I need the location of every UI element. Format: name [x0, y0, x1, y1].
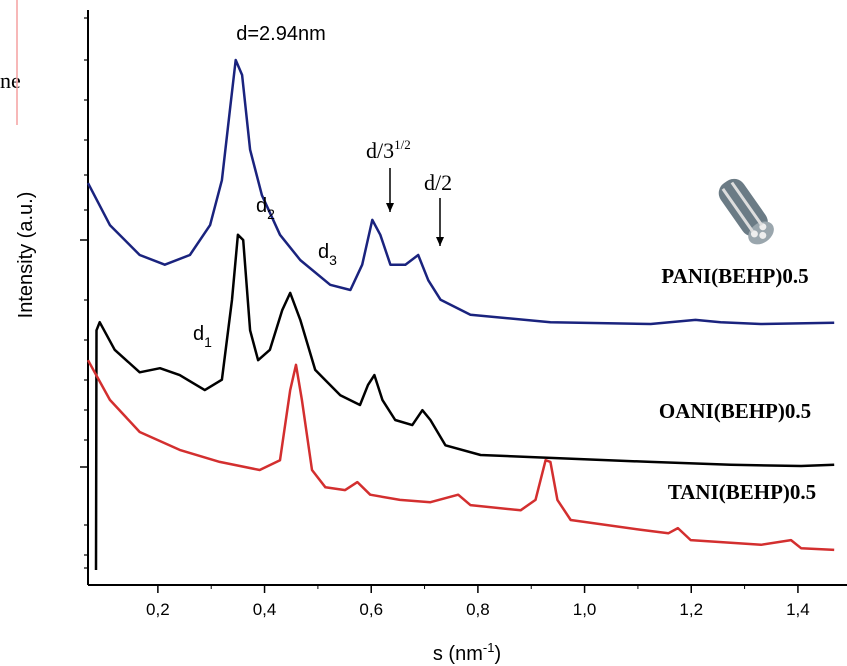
x-tick-label: 0,2 [146, 600, 170, 619]
annotation-text: d [193, 323, 204, 345]
x-tick-label: 1,4 [786, 600, 810, 619]
annotation-text: d/2 [424, 170, 452, 195]
annotation-text: d/3 [366, 138, 394, 163]
x-tick-label: 0,8 [466, 600, 490, 619]
annotation-sub: 3 [329, 252, 337, 268]
x-tick-label: 1,0 [573, 600, 597, 619]
annotation-sup: 1/2 [394, 137, 411, 152]
series-label: OANI(BEHP)0.5 [659, 399, 811, 423]
curve [88, 360, 834, 550]
x-tick-label: 0,6 [359, 600, 383, 619]
x-tick-label: 1,2 [679, 600, 703, 619]
nanotube-icon [714, 174, 778, 249]
annotation: d/31/2 [366, 137, 411, 163]
annotation: d=2.94nm [236, 23, 326, 45]
annotation: d2 [256, 195, 275, 222]
x-axis-label: s (nm-1) [433, 640, 501, 665]
annotation: d/2 [424, 170, 452, 195]
annotation-text: d [256, 195, 267, 217]
annotation: d1 [193, 323, 212, 350]
x-tick-label: 0,4 [253, 600, 277, 619]
x-label-text: s (nm [433, 643, 483, 665]
arrow-head [436, 237, 444, 246]
annotation-sub: 2 [267, 206, 275, 222]
y-axis-label: Intensity (a.u.) [15, 192, 37, 319]
annotation: d3 [318, 241, 337, 268]
chart: ne 0,20,40,60,81,01,21,4s (nm-1)Intensit… [0, 0, 847, 666]
annotation-text: d [318, 241, 329, 263]
arrow-head [386, 203, 394, 212]
series-label: TANI(BEHP)0.5 [668, 480, 816, 504]
x-label-tail: ) [494, 643, 501, 665]
x-label-sup: -1 [483, 640, 495, 655]
annotation-sub: 1 [204, 334, 212, 350]
annotation-text: d=2.94nm [236, 23, 326, 45]
page: {"fragment": "ne", "chart_data": {"type"… [0, 0, 847, 666]
series-label: PANI(BEHP)0.5 [661, 264, 808, 288]
